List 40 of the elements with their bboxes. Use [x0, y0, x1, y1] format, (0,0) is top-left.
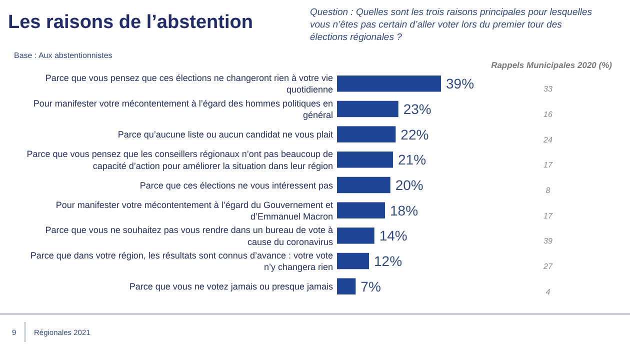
- y-tick-label: Pour manifester votre mécontentement à l’égard des hommes politiques en général: [33, 98, 333, 120]
- data-label: 22%: [400, 126, 429, 142]
- y-tick-label: Parce qu’aucune liste ou aucun candidat ne vous plait: [118, 130, 334, 140]
- data-label: 21%: [398, 152, 426, 168]
- y-tick-label: Parce que ces élections ne vous intéressent pas: [140, 180, 334, 190]
- data-label: 12%: [374, 253, 402, 270]
- data-label: 20%: [395, 177, 424, 193]
- text: 4: [546, 287, 551, 296]
- text: 33: [544, 84, 553, 94]
- text: Les raisons de l’abstention: [8, 12, 253, 33]
- data-label: 7%: [360, 278, 381, 294]
- data-label: 14%: [379, 228, 408, 244]
- y-tick-label: Parce que vous pensez que ces élections ne changeront rien à votre vie quotidienne: [45, 73, 333, 95]
- data-label: 39%: [446, 76, 474, 92]
- bar: [337, 126, 396, 142]
- y-tick-label: Parce que vous ne votez jamais ou presque jamais: [129, 282, 334, 292]
- text: 39: [544, 236, 553, 246]
- bar: [337, 202, 385, 218]
- y-tick-label: Parce que vous ne souhaitez pas vous rendre dans un bureau de vote à cause du coronavirus: [45, 225, 334, 247]
- chart-subtitle: Question : Quelles sont les trois raisons principales pour lesquelles vous n’êtes pas certain d’aller voter lors du premier tour des élections régionales ?: [310, 7, 592, 43]
- text: 27: [542, 262, 553, 272]
- bar: [337, 176, 390, 194]
- bar: [337, 278, 356, 294]
- bar: [337, 76, 441, 92]
- bar: [337, 228, 374, 244]
- bar: [337, 152, 393, 168]
- y-tick-label: Pour manifester votre mécontentement à l’égard du Gouvernement et d’Emmanuel Macron: [56, 200, 334, 222]
- text: 16: [544, 110, 553, 119]
- text: Base : Aux abstentionnistes: [14, 51, 112, 60]
- bar: [337, 100, 398, 118]
- data-label: 18%: [390, 202, 418, 218]
- text: 24: [542, 135, 553, 144]
- bar: [337, 252, 369, 270]
- y-tick-label: Parce que vous pensez que les conseillers régionaux n’ont pas beaucoup de capacité d’action pour améliorer la situation dans leur région: [26, 149, 333, 171]
- data-label: 23%: [403, 100, 432, 117]
- text: Rappels Municipales 2020 (%): [491, 60, 612, 70]
- y-tick-label: Parce que dans votre région, les résultats sont connus d’avance : votre vote n’y changera rien: [30, 250, 333, 272]
- text: 17: [544, 160, 553, 170]
- text: 8: [546, 186, 551, 195]
- text: 17: [544, 211, 553, 220]
